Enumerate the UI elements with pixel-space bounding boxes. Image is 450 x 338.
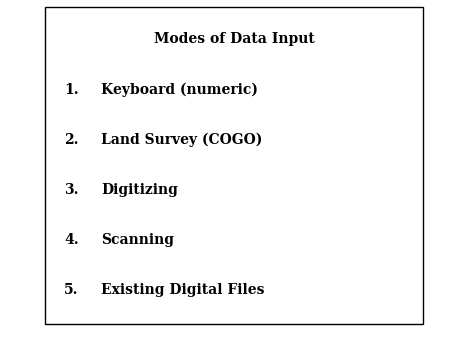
Text: 2.: 2. <box>64 132 79 147</box>
Text: Land Survey (COGO): Land Survey (COGO) <box>101 132 263 147</box>
Text: 1.: 1. <box>64 82 79 97</box>
Text: Existing Digital Files: Existing Digital Files <box>101 283 265 297</box>
Text: 3.: 3. <box>64 183 79 197</box>
Text: 5.: 5. <box>64 283 79 297</box>
Text: Digitizing: Digitizing <box>101 183 178 197</box>
Text: Modes of Data Input: Modes of Data Input <box>153 32 315 46</box>
Text: 4.: 4. <box>64 233 79 247</box>
Text: Keyboard (numeric): Keyboard (numeric) <box>101 82 258 97</box>
FancyBboxPatch shape <box>45 7 423 324</box>
Text: Scanning: Scanning <box>101 233 174 247</box>
